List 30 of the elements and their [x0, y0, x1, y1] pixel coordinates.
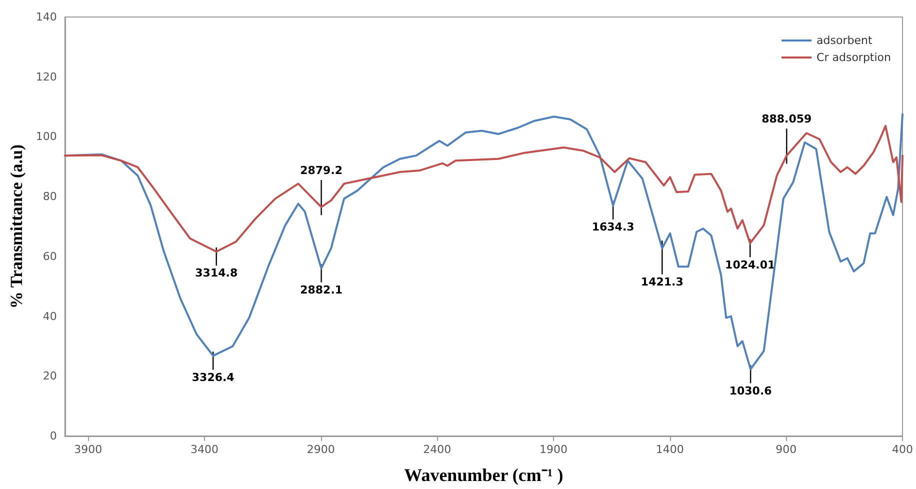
line-series — [64, 124, 904, 253]
x-tick-label: 2400 — [423, 443, 452, 456]
legend-label: adsorbent — [816, 34, 873, 47]
x-tick-label: 1400 — [656, 443, 684, 456]
y-tick-label: 0 — [50, 430, 57, 442]
y-tick-label: 100 — [36, 130, 57, 144]
y-tick-label: 80 — [42, 190, 57, 204]
annotation: 2882.1 — [300, 283, 343, 296]
y-tick-label: 120 — [36, 70, 57, 84]
x-tick-label: 3900 — [74, 443, 102, 456]
annotation: 3326.4 — [192, 370, 235, 384]
annotation: 888.059 — [762, 112, 812, 126]
y-tick-label: 140 — [36, 10, 57, 24]
x-tick-label: 900 — [776, 443, 797, 456]
y-axis-title: % Transmittance (a.u) — [7, 144, 26, 309]
y-tick-label: 40 — [42, 310, 57, 323]
annotation: 1634.3 — [592, 220, 634, 234]
y-tick-label: 60 — [42, 250, 57, 263]
y-tick-label: 20 — [42, 370, 57, 383]
x-tick-label: 400 — [892, 443, 913, 456]
annotation: 1030.6 — [729, 384, 772, 398]
x-tick-label: 3400 — [190, 443, 218, 456]
legend-label: Cr adsorption — [816, 51, 892, 64]
x-axis-title: Wavenumber (cm⁻¹ ) — [404, 465, 564, 485]
annotation: 1421.3 — [640, 275, 684, 288]
annotation: 3314.8 — [195, 266, 238, 280]
x-tick-label: 2900 — [306, 443, 335, 456]
annotation: 1024.01 — [725, 258, 776, 272]
x-tick-label: 1900 — [540, 443, 568, 456]
annotation: 2879.2 — [300, 164, 343, 178]
